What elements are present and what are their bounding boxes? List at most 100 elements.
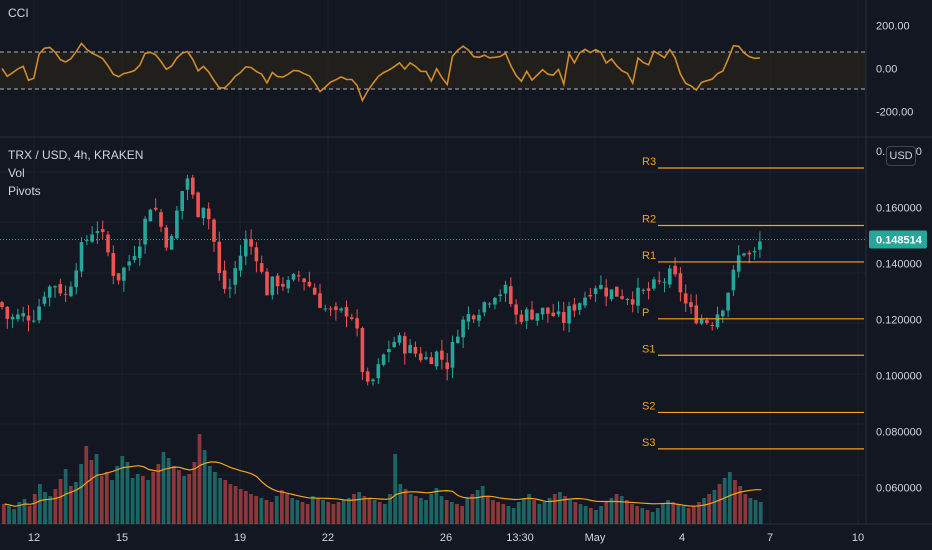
volume-bar bbox=[274, 496, 279, 524]
volume-bar bbox=[588, 508, 593, 524]
candle-body bbox=[381, 354, 386, 365]
volume-bar bbox=[758, 502, 763, 524]
volume-bar bbox=[135, 474, 140, 524]
last-price-badge: 0.148514 bbox=[869, 230, 927, 249]
candle-body bbox=[572, 304, 577, 311]
price-tick-label: 0.080000 bbox=[876, 427, 922, 439]
pivot-label-s3: S3 bbox=[642, 437, 655, 449]
volume-bar bbox=[650, 512, 655, 524]
candle-body bbox=[281, 283, 285, 287]
candle-body bbox=[244, 238, 248, 257]
candle-body bbox=[275, 275, 280, 287]
candle-body bbox=[0, 302, 4, 307]
volume-bar bbox=[496, 502, 501, 524]
candle-body bbox=[551, 312, 555, 316]
candle-body bbox=[445, 362, 449, 370]
volume-bar bbox=[110, 480, 114, 524]
volume-bars bbox=[2, 434, 763, 524]
candle-body bbox=[180, 191, 184, 211]
volume-bar bbox=[94, 454, 99, 524]
candle-body bbox=[705, 320, 709, 324]
pivot-label-p: P bbox=[642, 307, 649, 319]
volume-bar bbox=[104, 472, 109, 524]
volume-bar bbox=[99, 476, 104, 524]
time-tick-label: 13:30 bbox=[506, 532, 534, 544]
candle-body bbox=[265, 271, 269, 296]
pivots-legend[interactable]: Pivots bbox=[8, 184, 41, 198]
candle-body bbox=[397, 335, 402, 343]
volume-bar bbox=[290, 498, 295, 524]
candle-body bbox=[228, 287, 232, 289]
vol-legend[interactable]: Vol bbox=[8, 166, 25, 180]
candle-body bbox=[344, 307, 349, 317]
volume-bar bbox=[434, 488, 439, 524]
volume-bar bbox=[624, 500, 629, 524]
candle-body bbox=[371, 379, 375, 382]
volume-bar bbox=[43, 492, 47, 524]
volume-bar bbox=[63, 469, 68, 524]
candle-body bbox=[201, 207, 206, 219]
candle-body bbox=[307, 281, 312, 287]
volume-bar bbox=[614, 494, 619, 524]
volume-bar bbox=[223, 480, 228, 524]
volume-bar bbox=[681, 506, 686, 524]
pivot-label-r1: R1 bbox=[642, 250, 656, 262]
volume-bar bbox=[331, 504, 336, 524]
volume-bar bbox=[383, 504, 387, 524]
candle-body bbox=[524, 309, 529, 321]
volume-bar bbox=[141, 476, 145, 524]
time-tick-label: 15 bbox=[116, 532, 128, 544]
price-tick-label: 0.160000 bbox=[876, 202, 922, 214]
cci-pane[interactable] bbox=[0, 42, 866, 103]
candle-body bbox=[132, 255, 137, 260]
candle-body bbox=[450, 341, 455, 368]
volume-bar bbox=[228, 484, 233, 524]
candle-body bbox=[37, 306, 41, 321]
volume-bar bbox=[501, 504, 506, 524]
candle-body bbox=[233, 268, 237, 285]
volume-bar bbox=[115, 466, 120, 524]
candle-body bbox=[16, 314, 20, 320]
volume-bar bbox=[398, 484, 403, 524]
volume-bar bbox=[388, 494, 392, 524]
candle-body bbox=[747, 252, 752, 255]
candle-body bbox=[477, 314, 481, 321]
candle-body bbox=[678, 273, 683, 293]
volume-bar bbox=[439, 496, 444, 524]
candle-body bbox=[350, 317, 354, 319]
cci-legend[interactable]: CCI bbox=[8, 6, 29, 20]
symbol-legend[interactable]: TRX / USD, 4h, KRAKEN bbox=[8, 148, 144, 162]
candle-body bbox=[312, 287, 317, 295]
volume-bar bbox=[120, 456, 125, 524]
currency-button[interactable]: USD bbox=[886, 146, 916, 166]
volume-bar bbox=[321, 500, 325, 524]
candle-body bbox=[21, 313, 25, 317]
candle-body bbox=[646, 288, 651, 291]
volume-bar bbox=[542, 502, 547, 524]
volume-bar bbox=[604, 502, 609, 524]
price-tick-label: 0.140000 bbox=[876, 258, 922, 270]
volume-bar bbox=[17, 502, 22, 524]
candle-body bbox=[148, 209, 153, 222]
volume-bar bbox=[89, 460, 94, 524]
time-tick-label: 19 bbox=[234, 532, 246, 544]
candle-body bbox=[413, 346, 418, 354]
volume-bar bbox=[377, 502, 382, 524]
volume-bar bbox=[166, 458, 171, 524]
volume-bar bbox=[341, 500, 346, 524]
time-tick-label: May bbox=[585, 532, 606, 544]
candle-body bbox=[498, 294, 502, 297]
candle-body bbox=[694, 305, 699, 324]
candle-body bbox=[440, 350, 444, 360]
candle-body bbox=[456, 336, 460, 344]
volume-bar bbox=[429, 494, 434, 524]
volume-bar bbox=[213, 472, 217, 524]
volume-bar bbox=[53, 489, 58, 524]
candle-body bbox=[32, 320, 36, 322]
volume-bar bbox=[470, 494, 475, 524]
candle-body bbox=[143, 218, 147, 245]
candle-body bbox=[185, 178, 190, 190]
volume-bar bbox=[676, 504, 681, 524]
volume-bar bbox=[305, 504, 310, 524]
